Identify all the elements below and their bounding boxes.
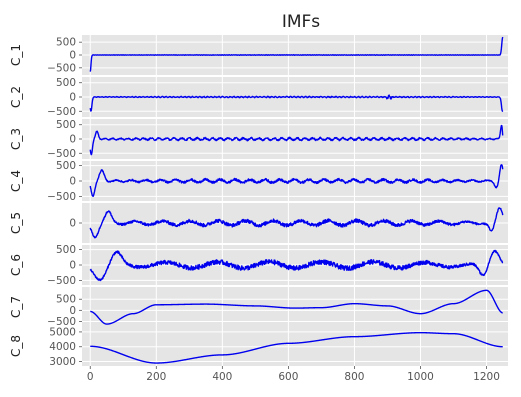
panel-c-8: 5000 4000 3000 C_8	[9, 326, 508, 368]
panel-c-2: 500 0 −500 C_2	[9, 77, 508, 118]
y-tick-label: 0	[69, 92, 76, 104]
imf-line-c-6	[89, 249, 504, 282]
y-tick-label: 0	[69, 134, 76, 146]
panel-c-3: 500 0 −500 C_3	[9, 119, 508, 160]
panel-c-1: 5000−500 C_1	[9, 35, 508, 75]
y-tick-label: 4000	[49, 341, 76, 353]
x-axis: 0 200 400 600 800 1000 1200	[87, 366, 500, 383]
y-tick-label: 500	[56, 119, 76, 131]
series-label-c-4: C_4	[9, 170, 23, 192]
x-tick-label: 600	[278, 371, 298, 383]
series-label-c-1: C_1	[9, 44, 23, 66]
panel-c-4: 500 0 −500 C_4	[9, 160, 508, 203]
x-tick-label: 400	[212, 371, 232, 383]
series-label-c-2: C_2	[9, 86, 23, 108]
panel-background	[82, 287, 508, 327]
panel-c-6: 500 0 −500 C_6	[9, 244, 508, 287]
y-tick-label: −500	[47, 316, 76, 328]
y-tick-label: −500	[47, 148, 76, 160]
y-tick-label: 500	[56, 77, 76, 89]
y-tick-label: −500	[47, 191, 76, 203]
imf-line-c-3	[89, 124, 504, 156]
x-tick-label: 1000	[407, 371, 434, 383]
imf-line-c-5	[89, 207, 504, 239]
y-tick-label: 500	[56, 160, 76, 172]
y-tick-label: 3000	[49, 356, 76, 368]
x-tick-label: 200	[146, 371, 166, 383]
imf-line-c-8	[89, 331, 504, 364]
series-label-c-6: C_6	[9, 254, 23, 276]
panels-group: 5000−500C_15000−500C_25000−500C_35000−50…	[9, 35, 508, 368]
y-tick-label: 500	[56, 294, 76, 306]
imf-line-c-1	[89, 36, 504, 72]
y-tick-label: 0	[69, 218, 76, 230]
chart-title: IMFs	[282, 12, 320, 32]
imf-line-c-2	[89, 94, 504, 112]
series-label-c-3: C_3	[9, 128, 23, 150]
y-tick-label: −500	[47, 275, 76, 287]
y-tick-label: 0	[69, 260, 76, 272]
x-tick-label: 0	[87, 371, 94, 383]
x-tick-label: 800	[344, 371, 364, 383]
y-tick-label: 5000	[49, 326, 76, 338]
y-tick-label: −500	[47, 62, 76, 74]
x-tick-label: 1200	[473, 371, 500, 383]
imf-line-c-4	[89, 164, 504, 197]
series-label-c-7: C_7	[9, 296, 23, 318]
y-tick-label: 0	[69, 176, 76, 188]
y-tick-label: 500	[56, 37, 76, 49]
y-tick-label: 0	[69, 50, 76, 62]
series-label-c-8: C_8	[9, 335, 23, 357]
panel-c-5: 0 C_5	[9, 203, 508, 243]
y-tick-label: −500	[47, 106, 76, 118]
series-label-c-5: C_5	[9, 212, 23, 234]
panel-c-7: 5000−500 C_7	[9, 287, 508, 328]
y-tick-label: 0	[69, 305, 76, 317]
y-tick-label: 500	[56, 244, 76, 256]
imf-line-c-7	[89, 289, 504, 325]
